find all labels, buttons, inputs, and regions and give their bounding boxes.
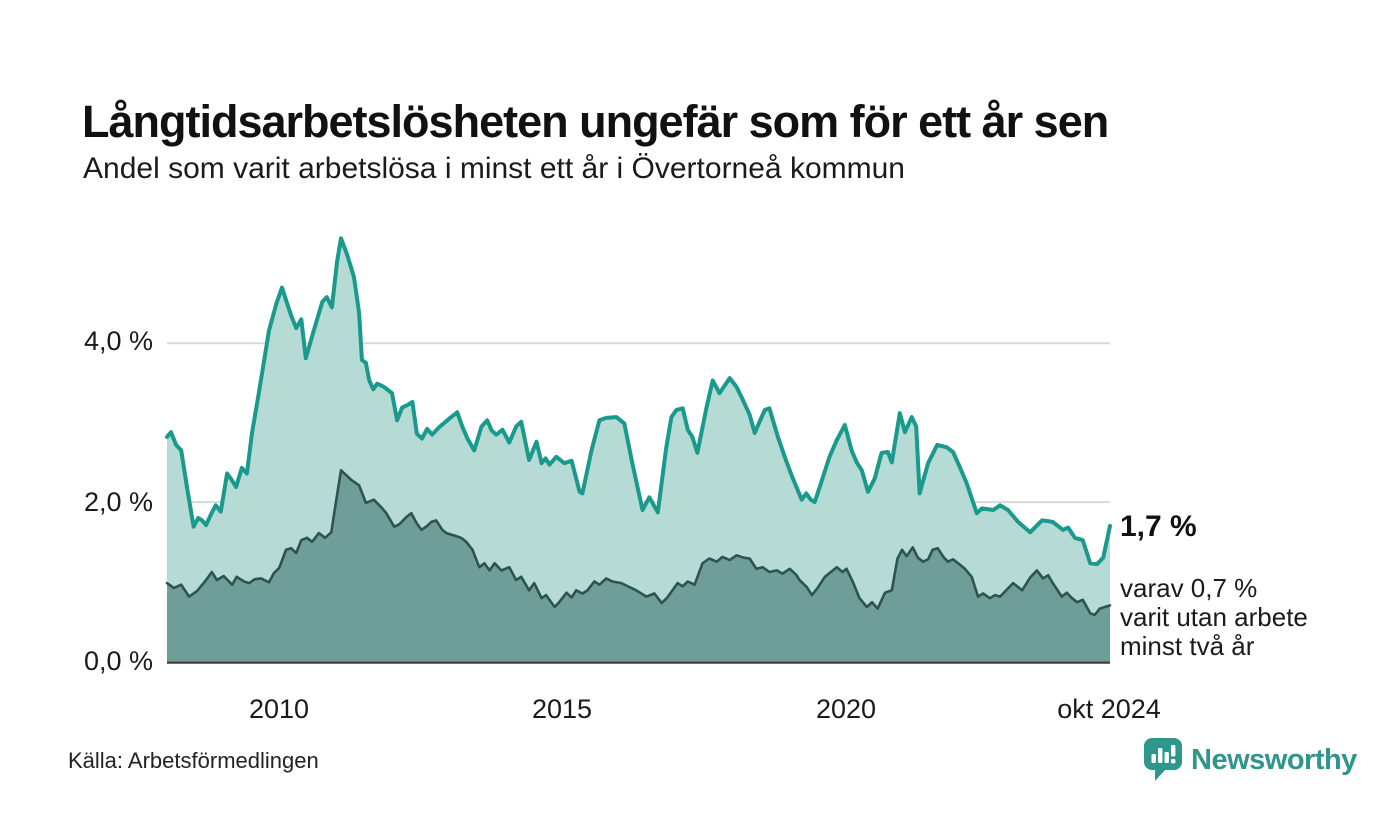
latest-value-detail: varav 0,7 % varit utan arbete minst två … bbox=[1120, 573, 1308, 661]
x-axis-tick-2015: 2015 bbox=[531, 694, 593, 724]
newsworthy-logo: Newsworthy bbox=[1144, 738, 1357, 782]
y-axis-tick-2: 2,0 % bbox=[83, 487, 153, 517]
bar-chart-bubble-icon bbox=[1144, 738, 1182, 782]
page-subtitle: Andel som varit arbetslösa i minst ett å… bbox=[83, 152, 905, 185]
x-axis-tick-2020: 2020 bbox=[815, 694, 877, 724]
page-title: Långtidsarbetslösheten ungefär som för e… bbox=[82, 96, 1109, 148]
source-note: Källa: Arbetsförmedlingen bbox=[68, 748, 319, 773]
brand-name: Newsworthy bbox=[1191, 743, 1357, 776]
x-axis-tick-2010: 2010 bbox=[248, 694, 310, 724]
y-axis-tick-4: 4,0 % bbox=[83, 326, 153, 356]
y-axis-tick-0: 0,0 % bbox=[83, 646, 153, 676]
x-axis-tick-okt-2024: okt 2024 bbox=[1057, 694, 1161, 724]
latest-value-label: 1,7 % bbox=[1120, 510, 1197, 543]
